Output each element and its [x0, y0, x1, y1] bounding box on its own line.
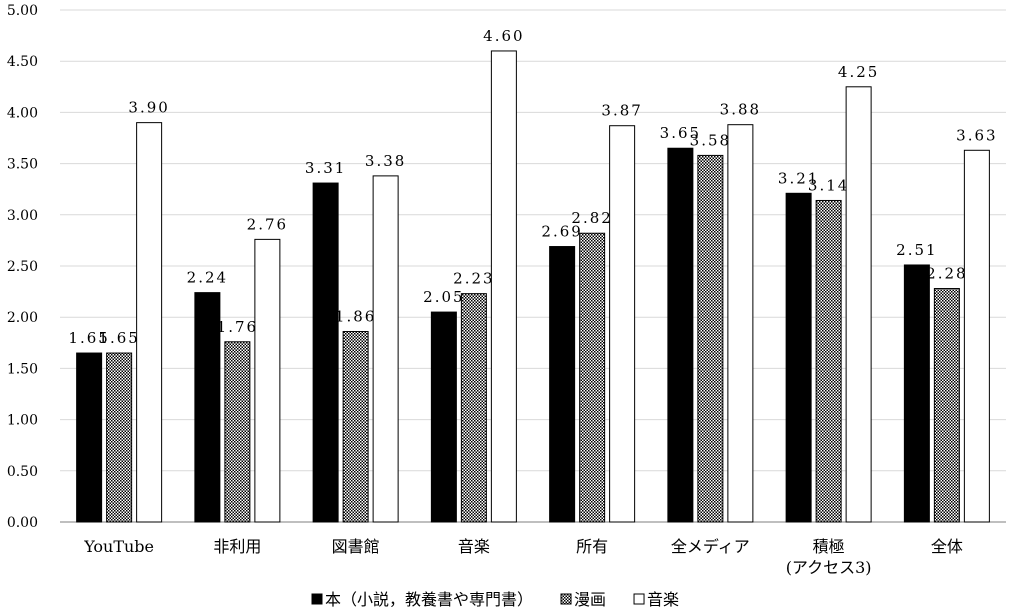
y-tick-label: 3.00: [7, 208, 38, 224]
bar-book: [903, 264, 930, 523]
bar-music: [727, 124, 754, 523]
bar-manga: [815, 199, 842, 523]
category-label: YouTube: [83, 537, 154, 556]
data-label: 3.87: [601, 102, 642, 120]
bar-music: [963, 149, 990, 523]
data-label: 1.76: [217, 318, 258, 336]
bar-manga: [106, 352, 133, 523]
data-label: 2.76: [247, 215, 288, 233]
data-label: 3.58: [690, 131, 731, 149]
data-label: 2.69: [541, 223, 582, 241]
y-tick-label: 3.50: [7, 157, 38, 173]
bar-book: [549, 246, 576, 523]
data-label: 2.28: [926, 265, 967, 283]
y-tick-label: 2.50: [7, 259, 38, 275]
bar-music: [372, 175, 399, 523]
y-tick-label: 4.50: [7, 54, 38, 70]
bar-book: [194, 292, 221, 523]
bar-book: [76, 352, 103, 523]
y-tick-label: 5.00: [7, 3, 38, 19]
data-label: 4.60: [483, 27, 524, 45]
data-label: 3.63: [956, 126, 997, 144]
bar-book: [785, 192, 812, 523]
data-label: 4.25: [838, 63, 879, 81]
data-labels: 1.651.65 3.90 2.24 1.76 2.76 3.31 1.86 3.38 2.05…: [68, 27, 997, 347]
bar-manga: [697, 154, 724, 523]
legend-item-music: 音楽: [633, 590, 679, 609]
bar-manga: [224, 341, 251, 523]
data-label: 2.05: [423, 288, 464, 306]
legend-swatch: [560, 593, 572, 605]
legend-item-manga: 漫画: [560, 590, 606, 609]
data-label: 3.65: [660, 124, 701, 142]
y-tick-label: 0.00: [7, 515, 38, 531]
x-axis-categories: YouTube 非利用 図書館 音楽 所有 全メディア 積極 (アクセス3) 全体: [83, 537, 963, 577]
legend-label: 本（小説，教養書や専門書）: [325, 590, 533, 609]
bar-book: [430, 311, 457, 523]
data-label: 2.82: [571, 209, 612, 227]
category-label: 音楽: [458, 537, 490, 556]
bar-music: [136, 122, 163, 523]
y-axis: 0.00 0.50 1.00 1.50 2.00 2.50 3.00 3.50 4.00 4.50…: [7, 3, 38, 531]
legend-label: 音楽: [647, 590, 679, 609]
data-label: 3.14: [808, 176, 849, 194]
category-label: 所有: [576, 537, 608, 556]
category-label: 図書館: [332, 537, 380, 556]
legend-item-book: 本（小説，教養書や専門書）: [311, 590, 533, 609]
data-label: 1.65: [68, 329, 109, 347]
y-tick-label: 1.50: [7, 361, 38, 377]
y-tick-label: 1.00: [7, 413, 38, 429]
bar-manga: [579, 232, 606, 523]
data-label: 3.21: [778, 169, 819, 187]
data-label: 3.90: [128, 99, 169, 117]
data-label: 3.88: [720, 101, 761, 119]
bar-manga: [342, 331, 369, 523]
legend-swatch: [633, 593, 645, 605]
bar-book: [667, 147, 694, 523]
data-label: 1.86: [335, 308, 376, 326]
legend: 本（小説，教養書や専門書） 漫画 音楽: [311, 590, 679, 609]
bars: [76, 50, 990, 523]
data-label: 1.65: [98, 329, 139, 347]
category-label: 全メディア: [671, 537, 750, 556]
category-label: (アクセス3): [786, 558, 872, 577]
bar-music: [845, 86, 872, 523]
bar-music: [490, 50, 517, 523]
y-tick-label: 0.50: [7, 464, 38, 480]
bar-manga: [460, 293, 487, 523]
y-tick-label: 2.00: [7, 310, 38, 326]
category-label: 全体: [931, 537, 963, 556]
data-label: 2.51: [896, 241, 937, 259]
legend-label: 漫画: [574, 590, 606, 609]
bar-manga: [933, 288, 960, 523]
data-label: 3.31: [305, 159, 346, 177]
bar-book: [312, 182, 339, 523]
data-label: 2.24: [187, 269, 228, 287]
legend-swatch: [311, 593, 323, 605]
category-label: 積極: [813, 537, 845, 556]
data-label: 2.23: [453, 270, 494, 288]
category-label: 非利用: [213, 537, 261, 556]
bar-music: [609, 125, 636, 523]
bar-music: [254, 238, 281, 523]
data-label: 3.38: [365, 152, 406, 170]
y-tick-label: 4.00: [7, 105, 38, 121]
